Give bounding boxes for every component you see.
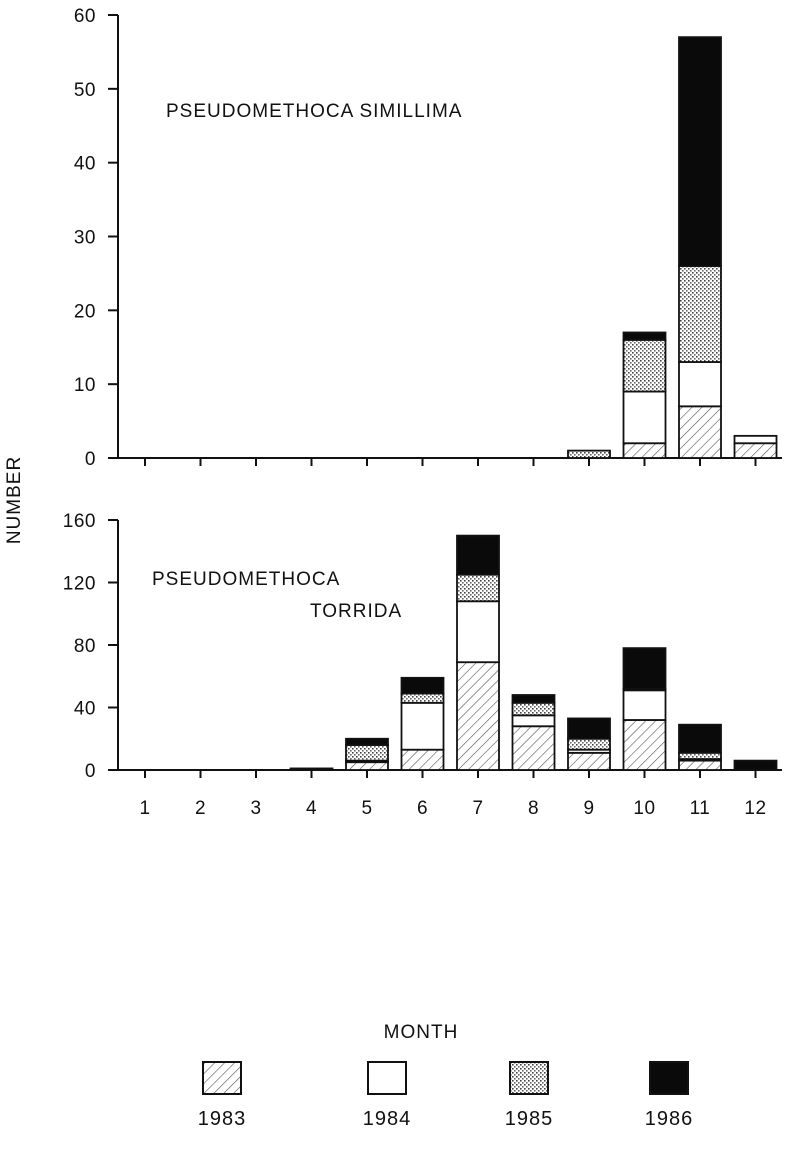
bar-segment-torrida-month-6-1986: [400, 676, 445, 695]
bar-segment-torrida-month-8-1983: [511, 725, 556, 771]
y-tick-label-torrida: 0: [85, 761, 96, 782]
legend-label-1986: 1986: [645, 1108, 694, 1130]
y-axis-torrida: 0 40 80 120 160: [63, 511, 782, 782]
bar-segment-torrida-month-8-1984: [511, 714, 556, 728]
bar-segment-torrida-month-7-1986: [456, 534, 500, 576]
bar-segment-simillima-month-10-1984: [622, 390, 667, 445]
bar-segment-torrida-month-10-1986: [622, 647, 667, 690]
x-tick-label: 9: [583, 798, 594, 819]
bar-segment-torrida-month-6-1983: [400, 748, 445, 771]
bar-segment-torrida-month-8-1985: [511, 701, 556, 717]
bar-segment-torrida-month-12-1986: [733, 759, 778, 771]
x-tick-label: 1: [139, 798, 150, 819]
bar-segment-torrida-month-10-1984: [622, 689, 667, 721]
y-axis-simillima: 0 10 20 30 40 50 60: [74, 6, 782, 470]
chart-title-simillima: PSEUDOMETHOCA SIMILLIMA: [166, 101, 462, 122]
bar-segment-torrida-month-6-1984: [400, 701, 445, 751]
bar-segment-simillima-month-11-1986: [678, 36, 722, 267]
bar-segment-torrida-month-9-1983: [567, 751, 611, 771]
chart-title-torrida-line1: PSEUDOMETHOCA: [152, 569, 340, 590]
legend-swatch-1986: [649, 1061, 689, 1095]
x-tick-label: 4: [306, 798, 317, 819]
x-axis-title: MONTH: [384, 1022, 459, 1043]
y-tick-label-torrida: 160: [63, 511, 96, 532]
bar-segment-simillima-month-10-1983: [622, 442, 667, 459]
y-tick-label-simillima: 20: [74, 301, 96, 322]
bar-segment-torrida-month-11-1985: [678, 751, 722, 760]
bar-segment-torrida-month-4-1986: [289, 767, 334, 771]
chart-panel-simillima: PSEUDOMETHOCA SIMILLIMA 0 10 20 30 40 50 60: [74, 6, 782, 470]
bar-segment-simillima-month-11-1985: [678, 265, 722, 363]
x-tick-label: 6: [417, 798, 428, 819]
legend-swatch-1983: [202, 1061, 242, 1095]
x-tick-label: 5: [361, 798, 372, 819]
y-tick-label-torrida: 120: [63, 574, 96, 595]
bars-torrida: [289, 534, 778, 771]
y-tick-label-simillima: 50: [74, 80, 96, 101]
x-tick-label: 7: [472, 798, 483, 819]
x-tick-label: 11: [690, 798, 711, 819]
y-axis-title: NUMBER: [4, 456, 25, 544]
bar-segment-simillima-month-10-1986: [622, 331, 667, 341]
legend-swatch-1984: [367, 1061, 407, 1095]
y-tick-label-torrida: 80: [74, 636, 96, 657]
bar-segment-torrida-month-6-1985: [400, 692, 445, 704]
bar-segment-simillima-month-12-1983: [733, 442, 778, 459]
x-tick-label: 3: [250, 798, 261, 819]
bars-simillima: [567, 36, 778, 459]
bar-segment-torrida-month-7-1985: [456, 573, 500, 603]
x-tick-label: 10: [633, 798, 655, 819]
bar-segment-simillima-month-10-1985: [622, 338, 667, 393]
bar-segment-torrida-month-5-1983: [345, 761, 389, 771]
bar-segment-torrida-month-11-1983: [678, 759, 722, 771]
y-tick-label-simillima: 30: [74, 228, 96, 249]
x-tick-label: 2: [195, 798, 206, 819]
bar-segment-torrida-month-5-1985: [345, 744, 389, 762]
bar-segment-torrida-month-9-1985: [567, 737, 611, 751]
bar-segment-simillima-month-11-1983: [678, 405, 722, 459]
legend-swatch-1985: [509, 1061, 549, 1095]
legend-label-1985: 1985: [505, 1108, 554, 1130]
chart-title-torrida-line2: TORRIDA: [310, 601, 402, 622]
y-tick-label-simillima: 40: [74, 154, 96, 175]
bar-segment-torrida-month-9-1986: [567, 717, 611, 740]
bar-segment-torrida-month-5-1986: [345, 737, 389, 746]
x-tick-label: 12: [744, 798, 766, 819]
bar-segment-torrida-month-7-1984: [456, 600, 500, 664]
bar-segment-torrida-month-8-1986: [511, 694, 556, 704]
y-tick-label-torrida: 40: [74, 699, 96, 720]
x-tick-labels: 1 2 3 4 5 6 7 8 9 10 11 12: [139, 798, 766, 819]
bar-segment-torrida-month-11-1986: [678, 723, 722, 754]
bar-segment-simillima-month-12-1984: [733, 434, 778, 445]
legend-label-1983: 1983: [198, 1108, 247, 1130]
y-tick-label-simillima: 0: [85, 449, 96, 470]
legend-label-1984: 1984: [363, 1108, 412, 1130]
bar-segment-simillima-month-9-1985: [567, 449, 611, 459]
y-tick-label-simillima: 60: [74, 6, 96, 27]
legend: 1983 1984 1985 1986: [198, 1061, 694, 1130]
bar-segment-simillima-month-11-1984: [678, 361, 722, 408]
bar-segment-torrida-month-10-1983: [622, 719, 667, 771]
x-tick-label: 8: [528, 798, 539, 819]
y-tick-label-simillima: 10: [74, 375, 96, 396]
bar-segment-torrida-month-7-1983: [456, 661, 500, 771]
